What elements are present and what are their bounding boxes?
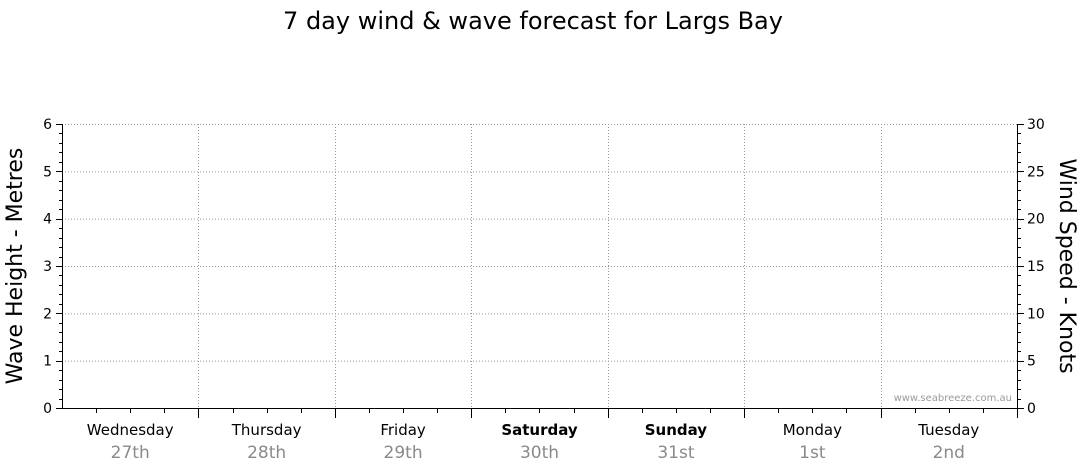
day-date-label: 27th — [111, 443, 150, 463]
day-date-label: 1st — [799, 443, 826, 463]
day-date-label: 29th — [384, 443, 423, 463]
ticks-layer: 0 1 2 3 4 5 6 0 5 10 15 20 25 30 — [43, 117, 1045, 418]
right-tick-label: 30 — [1027, 117, 1045, 133]
left-tick-label: 0 — [43, 401, 52, 417]
day-name-label: Friday — [380, 421, 426, 439]
right-axis-title: Wind Speed - Knots — [1054, 158, 1079, 373]
right-tick-label: 15 — [1027, 259, 1045, 275]
left-tick-label: 3 — [43, 259, 52, 275]
right-tick-label: 20 — [1027, 212, 1045, 228]
right-tick-label: 5 — [1027, 354, 1036, 370]
day-date-label: 30th — [520, 443, 559, 463]
day-date-label: 2nd — [933, 443, 965, 463]
right-tick-label: 10 — [1027, 306, 1045, 322]
day-name-label: Tuesday — [917, 421, 979, 439]
left-tick-label: 6 — [43, 117, 52, 133]
chart-title: 7 day wind & wave forecast for Largs Bay — [283, 7, 783, 35]
day-name-label: Wednesday — [87, 421, 174, 439]
day-name-label: Sunday — [645, 421, 708, 439]
days-layer: Wednesday 27th Thursday 28th Friday 29th Satur… — [87, 421, 980, 463]
day-name-label: Thursday — [231, 421, 302, 439]
day-date-label: 31st — [657, 443, 694, 463]
watermark: www.seabreeze.com.au — [894, 393, 1012, 404]
grid-layer — [62, 124, 1017, 408]
day-name-label: Monday — [783, 421, 842, 439]
left-tick-label: 2 — [43, 306, 52, 322]
right-tick-label: 25 — [1027, 164, 1045, 180]
left-tick-label: 4 — [43, 212, 52, 228]
day-name-label: Saturday — [501, 421, 578, 439]
day-date-label: 28th — [247, 443, 286, 463]
left-axis-title: Wave Height - Metres — [3, 148, 28, 385]
right-tick-label: 0 — [1027, 401, 1036, 417]
left-tick-label: 5 — [43, 164, 52, 180]
left-tick-label: 1 — [43, 354, 52, 370]
